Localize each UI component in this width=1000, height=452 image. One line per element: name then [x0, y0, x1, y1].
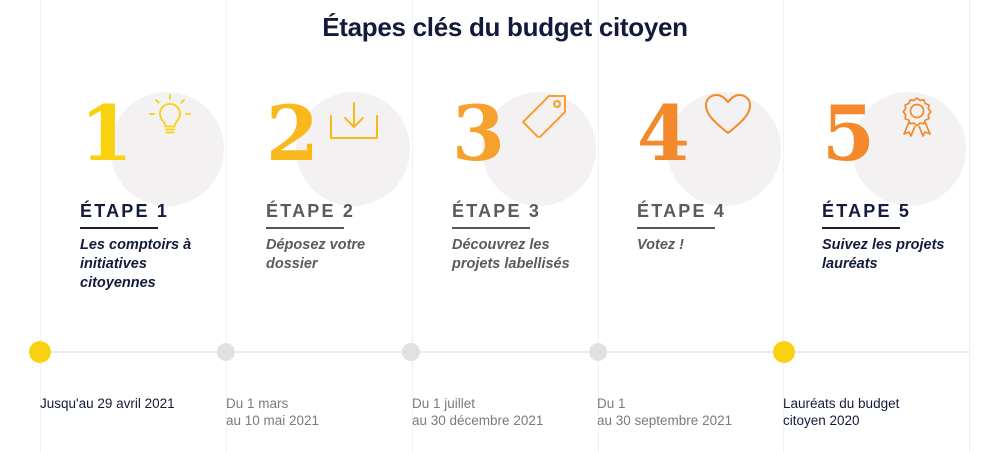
- step-label: ÉTAPE 3: [452, 201, 542, 221]
- timeline-dot-2[interactable]: [217, 343, 235, 361]
- award-rosette-icon: [902, 97, 932, 137]
- step-circle-bg: [482, 92, 596, 206]
- step-underline: [452, 227, 530, 229]
- heart-icon: [705, 94, 751, 134]
- step-date: Du 1 au 30 septembre 2021: [597, 396, 733, 428]
- step-5: 5 ÉTAPE 5 Suivez les projets lauréats: [822, 0, 1000, 452]
- column-divider: [412, 0, 413, 452]
- tag-icon: [522, 95, 566, 138]
- step-3: 3 ÉTAPE 3 Découvrez les projets labellis…: [452, 0, 638, 452]
- step-4: 4 ÉTAPE 4 Votez !: [637, 0, 823, 452]
- step-number: 2: [266, 89, 319, 178]
- step-circle-bg: [667, 92, 781, 206]
- column-divider: [40, 0, 41, 452]
- timeline-line: [40, 351, 970, 353]
- step-underline: [80, 227, 158, 229]
- step-description: Découvrez les projets labellisés: [452, 237, 570, 272]
- step-label: ÉTAPE 5: [822, 201, 912, 221]
- step-date: Jusqu'au 29 avril 2021: [40, 396, 175, 411]
- step-2: 2 ÉTAPE 2 Déposez votre dossier: [266, 0, 452, 452]
- step-circle-bg: [852, 92, 966, 206]
- column-divider: [598, 0, 599, 452]
- step-number: 1: [80, 89, 133, 178]
- step-label: ÉTAPE 4: [637, 201, 727, 221]
- page-title: Étapes clés du budget citoyen: [322, 12, 688, 42]
- step-underline: [266, 227, 344, 229]
- timeline-dot-3[interactable]: [402, 343, 420, 361]
- step-underline: [637, 227, 715, 229]
- lightbulb-icon: [149, 94, 191, 134]
- step-label: ÉTAPE 2: [266, 201, 356, 221]
- column-divider: [783, 0, 784, 452]
- timeline-dot-4[interactable]: [589, 343, 607, 361]
- step-number: 4: [637, 89, 690, 178]
- step-description: Les comptoirs à initiatives citoyennes: [80, 237, 192, 291]
- timeline-dot-1[interactable]: [29, 341, 51, 363]
- step-description: Suivez les projets lauréats: [822, 237, 945, 272]
- step-circle-bg: [110, 92, 224, 206]
- step-number: 5: [822, 89, 875, 178]
- step-underline: [822, 227, 900, 229]
- timeline-dot-5[interactable]: [773, 341, 795, 363]
- step-description: Déposez votre dossier: [266, 237, 366, 272]
- step-date: Du 1 juillet au 30 décembre 2021: [412, 396, 544, 428]
- step-date: Lauréats du budget citoyen 2020: [783, 396, 900, 428]
- download-tray-icon: [330, 102, 378, 139]
- step-1: 1 ÉTAPE 1 Les comptoirs à initiatives ci…: [80, 0, 266, 452]
- step-description: Votez !: [637, 237, 684, 253]
- step-date: Du 1 mars au 10 mai 2021: [226, 396, 320, 428]
- step-label: ÉTAPE 1: [80, 201, 170, 221]
- step-number: 3: [452, 89, 505, 178]
- column-divider: [969, 0, 970, 452]
- column-divider: [226, 0, 227, 452]
